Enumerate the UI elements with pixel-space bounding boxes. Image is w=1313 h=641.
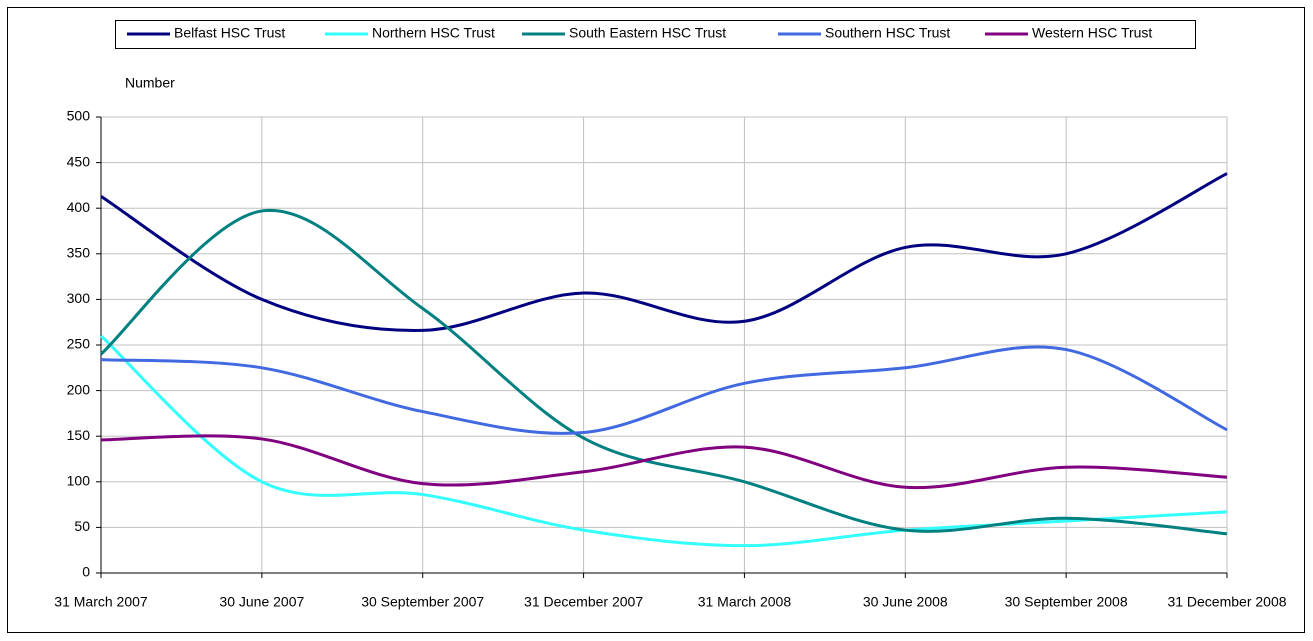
y-tick-label: 350 bbox=[67, 245, 91, 261]
x-tick-label: 31 December 2007 bbox=[524, 594, 643, 610]
legend-label: South Eastern HSC Trust bbox=[569, 25, 726, 41]
series-line bbox=[100, 345, 1228, 435]
series-line bbox=[99, 334, 1228, 548]
legend-label: Belfast HSC Trust bbox=[174, 25, 285, 41]
chart-border bbox=[7, 7, 1305, 633]
y-tick-label: 100 bbox=[67, 473, 91, 489]
y-tick-label: 400 bbox=[67, 199, 91, 215]
legend-label: Southern HSC Trust bbox=[825, 25, 950, 41]
x-tick-label: 30 June 2008 bbox=[863, 594, 948, 610]
y-tick-label: 300 bbox=[67, 290, 91, 306]
x-tick-label: 30 June 2007 bbox=[219, 594, 304, 610]
legend-label: Northern HSC Trust bbox=[372, 25, 495, 41]
series-line bbox=[100, 434, 1228, 490]
y-tick-label: 500 bbox=[67, 108, 91, 124]
y-tick-label: 50 bbox=[74, 518, 90, 534]
y-tick-label: 450 bbox=[67, 153, 91, 169]
y-tick-label: 200 bbox=[67, 381, 91, 397]
series-line bbox=[100, 172, 1228, 332]
legend-label: Western HSC Trust bbox=[1032, 25, 1152, 41]
series-line bbox=[100, 208, 1228, 536]
y-tick-label: 250 bbox=[67, 336, 91, 352]
y-tick-label: 150 bbox=[67, 427, 91, 443]
y-axis-label: Number bbox=[125, 75, 175, 91]
x-tick-label: 30 September 2007 bbox=[361, 594, 484, 610]
x-tick-label: 31 March 2008 bbox=[698, 594, 792, 610]
y-tick-label: 0 bbox=[82, 564, 90, 580]
x-tick-label: 30 September 2008 bbox=[1005, 594, 1128, 610]
x-tick-label: 31 December 2008 bbox=[1167, 594, 1286, 610]
x-tick-label: 31 March 2007 bbox=[54, 594, 148, 610]
